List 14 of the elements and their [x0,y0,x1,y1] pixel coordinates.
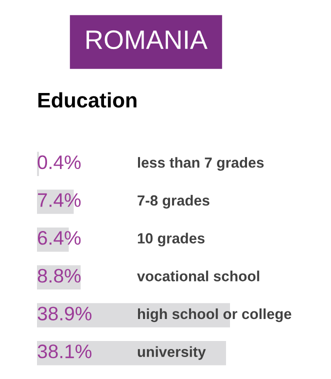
data-label: 7.4% [38,193,81,207]
data-label: 38.1% [38,344,92,358]
y-tick-label: high school or college [138,308,292,322]
y-tick-label: vocational school [137,270,260,282]
y-tick-label: university [138,346,206,360]
chart-title: ROMANIA [86,30,208,50]
data-label: 38.9% [38,306,92,320]
data-label: 0.4% [38,155,81,170]
data-label: 6.4% [38,231,81,245]
chart-subtitle: Education [38,92,136,108]
y-tick-label: less than 7 grades [138,157,264,171]
data-label: 8.8% [38,268,81,283]
y-tick-label: 7-8 grades [138,194,210,209]
y-tick-label: 10 grades [138,232,204,246]
